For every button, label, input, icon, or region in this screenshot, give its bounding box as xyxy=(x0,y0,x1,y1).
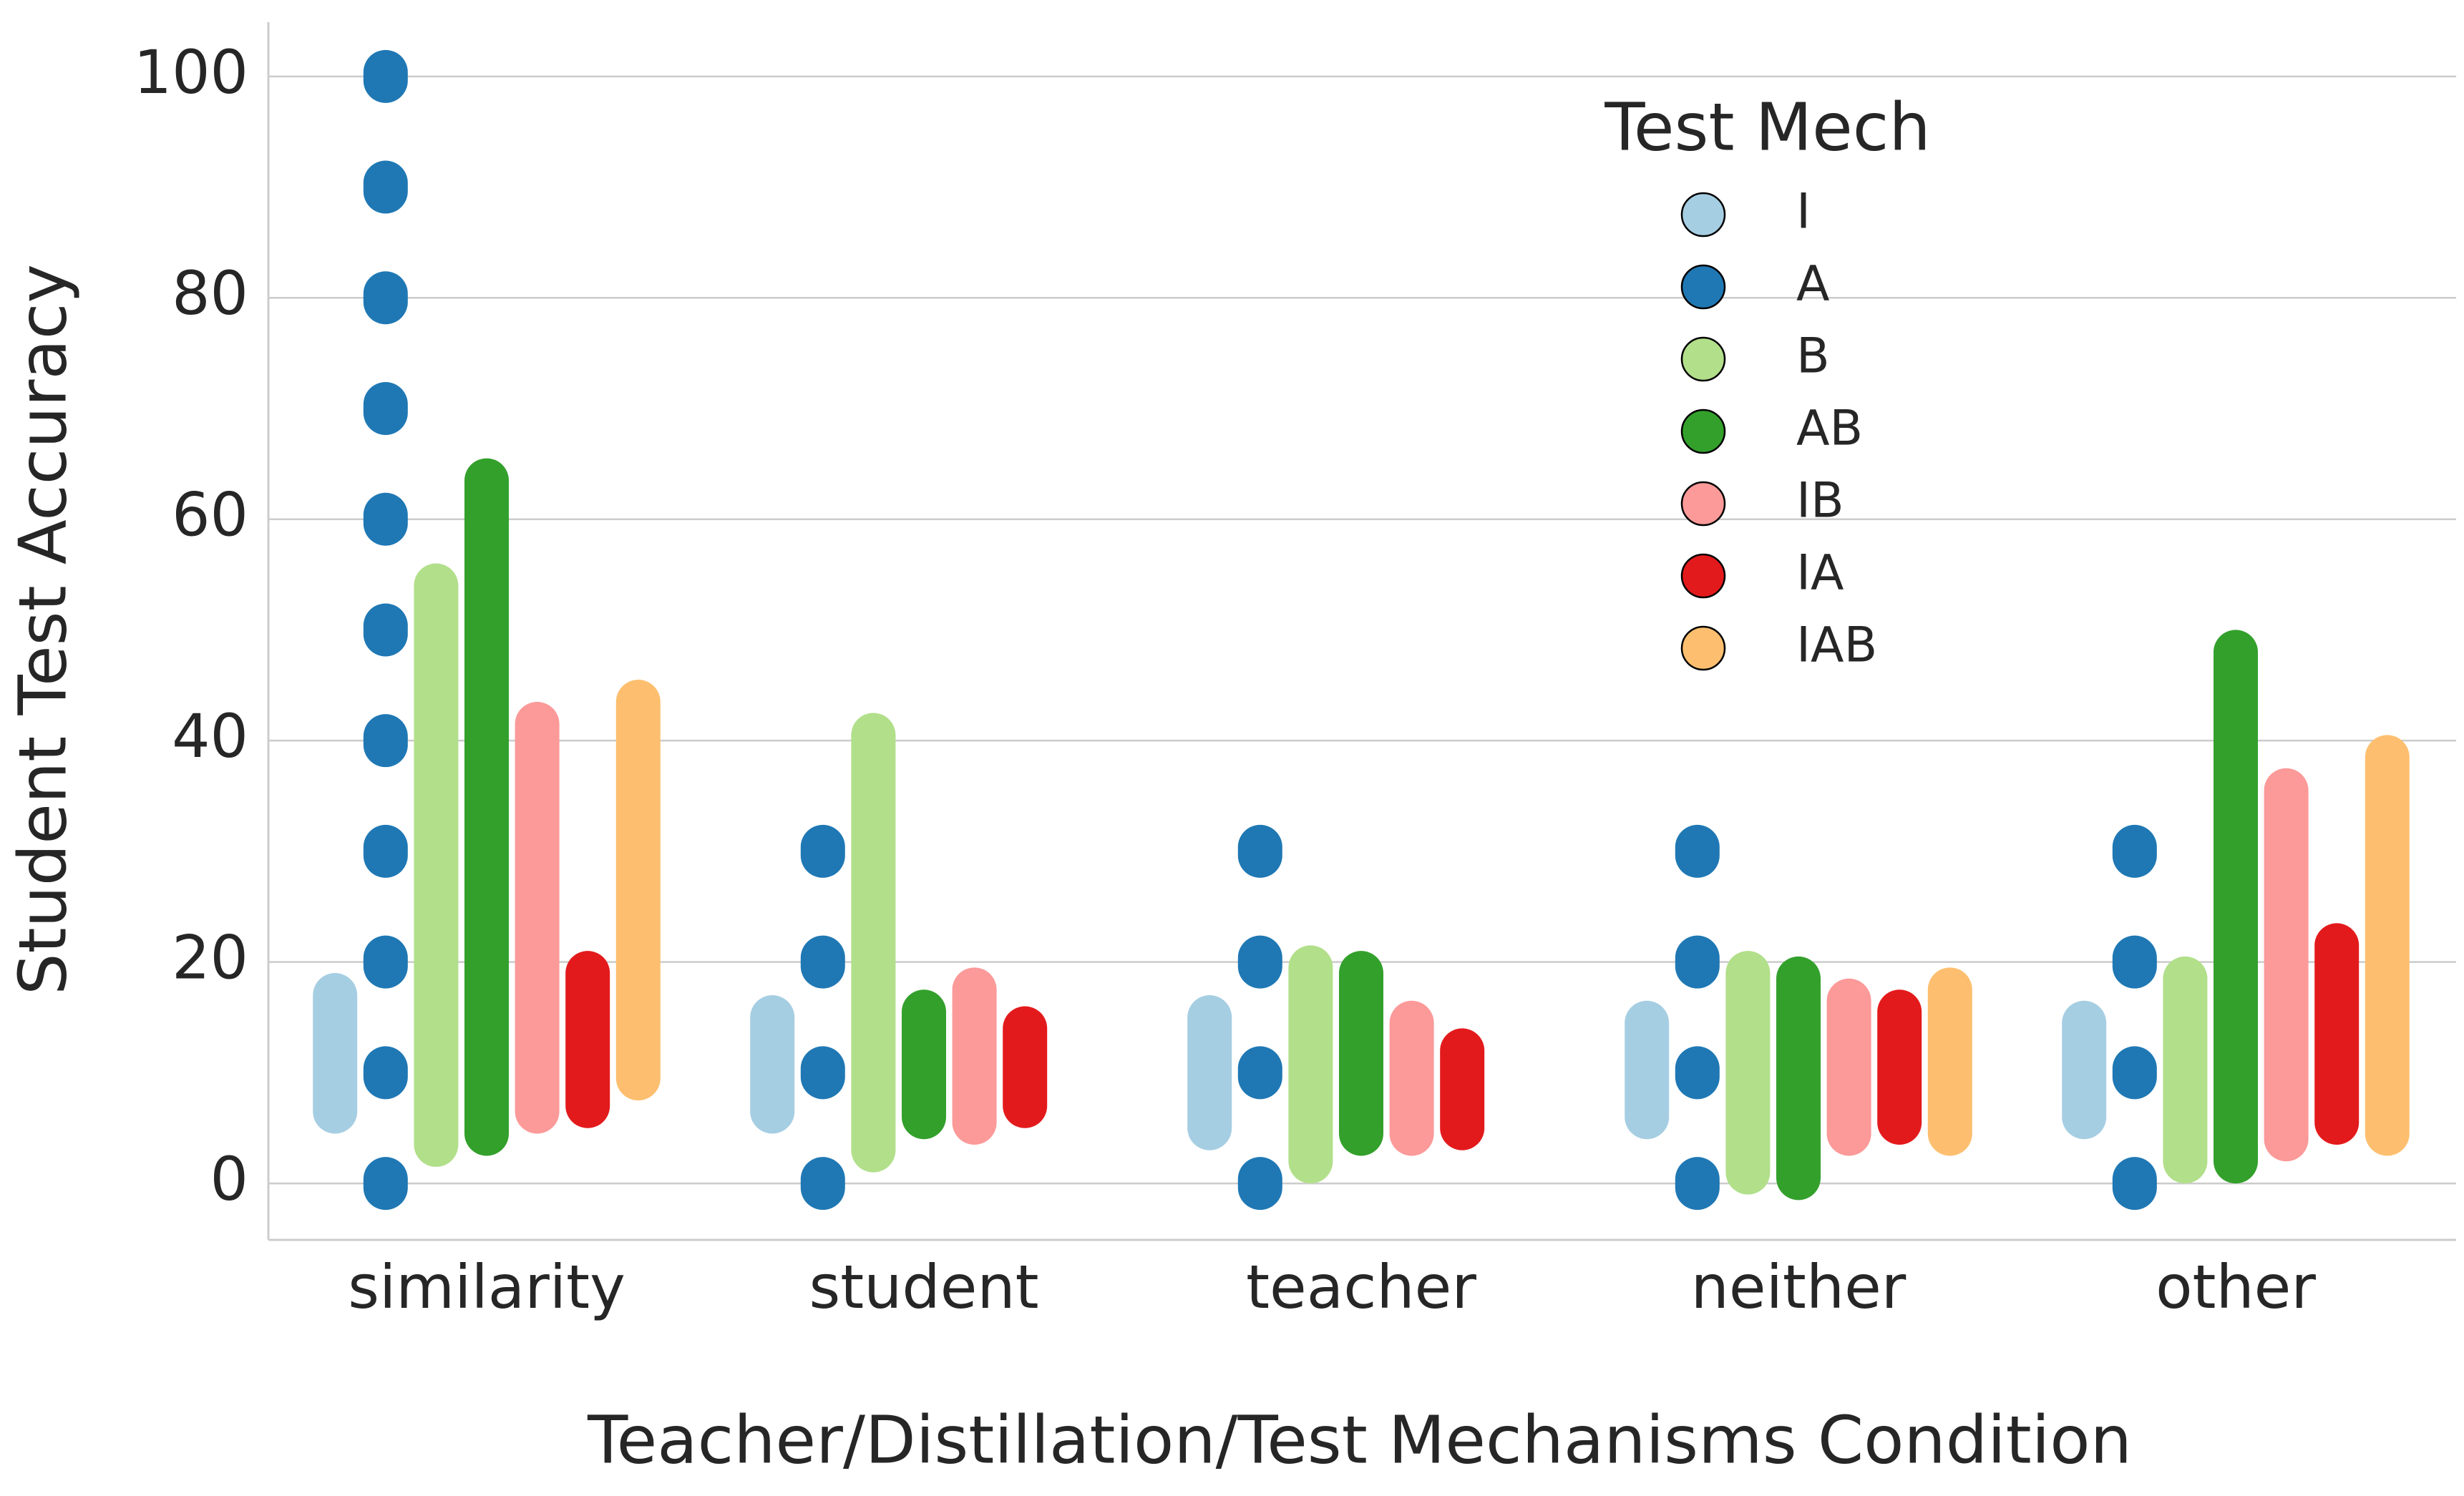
point xyxy=(363,603,408,657)
point xyxy=(2112,1046,2157,1100)
y-tick-label: 40 xyxy=(172,701,248,771)
strip xyxy=(2365,735,2410,1156)
strip xyxy=(464,458,509,1156)
y-tick-label: 0 xyxy=(210,1144,248,1214)
legend-label: B xyxy=(1796,328,1830,385)
point xyxy=(363,714,408,768)
legend-title: Test Mech xyxy=(1604,89,1930,165)
point xyxy=(800,1046,845,1100)
x-tick-label: neither xyxy=(1691,1252,1907,1322)
y-tick-label: 20 xyxy=(172,923,248,993)
point xyxy=(1675,1157,1720,1211)
strip xyxy=(1003,1006,1048,1128)
strip xyxy=(2214,630,2258,1184)
point xyxy=(1237,824,1282,878)
legend-label: I xyxy=(1796,184,1811,240)
x-tick-label: other xyxy=(2156,1252,2316,1322)
strip xyxy=(851,713,896,1173)
strip xyxy=(1625,1000,1670,1140)
legend-label: IB xyxy=(1796,473,1844,529)
y-axis-label: Student Test Accuracy xyxy=(4,264,81,995)
point xyxy=(363,1157,408,1211)
point xyxy=(363,381,408,435)
legend-marker xyxy=(1680,336,1726,382)
point xyxy=(2112,1157,2157,1211)
strip xyxy=(902,989,946,1140)
point xyxy=(1675,1046,1720,1100)
legend-marker xyxy=(1680,192,1726,238)
strip xyxy=(1187,994,1232,1150)
strip xyxy=(1776,956,1821,1201)
y-tick-label: 100 xyxy=(134,37,248,107)
strip xyxy=(1288,945,1333,1184)
point xyxy=(363,49,408,103)
x-tick-label: teacher xyxy=(1246,1252,1476,1322)
point xyxy=(800,1157,845,1211)
point xyxy=(1237,935,1282,989)
strip xyxy=(2062,1000,2107,1140)
point xyxy=(2112,824,2157,878)
strip xyxy=(2264,768,2309,1162)
strip xyxy=(313,973,358,1134)
y-tick-label: 80 xyxy=(172,258,248,328)
strip xyxy=(1877,989,1922,1145)
legend-marker xyxy=(1680,553,1726,599)
x-tick-label: student xyxy=(809,1252,1038,1322)
strip xyxy=(750,994,795,1134)
point xyxy=(1237,1157,1282,1211)
strip xyxy=(1339,951,1383,1156)
strip xyxy=(565,951,610,1128)
strip xyxy=(2163,956,2208,1184)
point xyxy=(363,492,408,546)
point xyxy=(1237,1046,1282,1100)
strip xyxy=(615,680,661,1101)
point xyxy=(800,824,845,878)
point xyxy=(800,935,845,989)
y-tick-label: 60 xyxy=(172,480,248,550)
point xyxy=(1675,824,1720,878)
strip xyxy=(1826,978,1871,1156)
strip xyxy=(414,563,459,1167)
legend-label: IA xyxy=(1796,545,1844,602)
legend-label: A xyxy=(1796,256,1830,313)
strip xyxy=(2314,923,2360,1145)
x-tick-label: similarity xyxy=(348,1252,625,1322)
strip xyxy=(1389,1000,1434,1156)
strip xyxy=(952,967,997,1145)
x-axis-label: Teacher/Distillation/Test Mechanisms Con… xyxy=(587,1402,2132,1478)
point xyxy=(1675,935,1720,989)
strip xyxy=(515,701,560,1134)
point xyxy=(363,160,408,214)
point xyxy=(363,935,408,989)
point xyxy=(363,824,408,878)
legend-label: AB xyxy=(1796,401,1863,457)
legend-marker xyxy=(1680,625,1726,671)
strip xyxy=(1725,951,1771,1195)
legend-marker xyxy=(1680,409,1726,454)
point xyxy=(363,1046,408,1100)
legend-marker xyxy=(1680,481,1726,527)
legend-label: IAB xyxy=(1796,617,1877,674)
legend-marker xyxy=(1680,264,1726,310)
strip xyxy=(1927,967,1972,1156)
point xyxy=(363,271,408,325)
strip xyxy=(1440,1028,1485,1150)
point xyxy=(2112,935,2157,989)
